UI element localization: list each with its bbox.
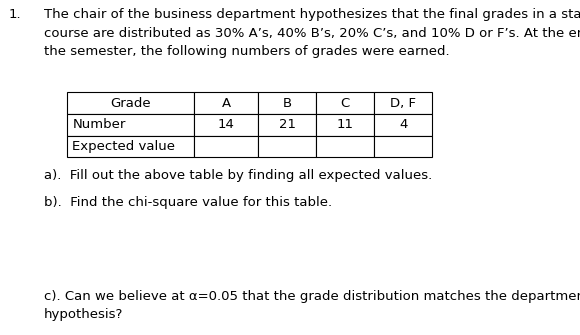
Text: Expected value: Expected value bbox=[72, 140, 176, 153]
Bar bbox=[258, 92, 316, 114]
Bar bbox=[374, 114, 432, 136]
Bar bbox=[194, 92, 258, 114]
Text: 1.: 1. bbox=[9, 8, 21, 21]
Text: 21: 21 bbox=[278, 118, 296, 131]
Bar bbox=[194, 136, 258, 157]
Bar bbox=[67, 136, 194, 157]
Text: 4: 4 bbox=[399, 118, 407, 131]
Text: b).  Find the chi-square value for this table.: b). Find the chi-square value for this t… bbox=[44, 196, 332, 209]
Text: C: C bbox=[340, 96, 350, 110]
Bar bbox=[316, 136, 374, 157]
Bar bbox=[374, 92, 432, 114]
Text: 11: 11 bbox=[336, 118, 354, 131]
Text: B: B bbox=[282, 96, 292, 110]
Text: A: A bbox=[222, 96, 231, 110]
Text: a).  Fill out the above table by finding all expected values.: a). Fill out the above table by finding … bbox=[44, 169, 432, 182]
Text: Number: Number bbox=[72, 118, 126, 131]
Text: 14: 14 bbox=[218, 118, 235, 131]
Text: D, F: D, F bbox=[390, 96, 416, 110]
Bar bbox=[258, 136, 316, 157]
Text: Grade: Grade bbox=[110, 96, 151, 110]
Bar bbox=[67, 92, 194, 114]
Bar bbox=[316, 114, 374, 136]
Bar bbox=[194, 114, 258, 136]
Text: c). Can we believe at α=0.05 that the grade distribution matches the department
: c). Can we believe at α=0.05 that the gr… bbox=[44, 290, 580, 321]
Bar bbox=[258, 114, 316, 136]
Text: The chair of the business department hypothesizes that the final grades in a sta: The chair of the business department hyp… bbox=[44, 8, 580, 58]
Bar bbox=[67, 114, 194, 136]
Bar bbox=[374, 136, 432, 157]
Bar bbox=[316, 92, 374, 114]
